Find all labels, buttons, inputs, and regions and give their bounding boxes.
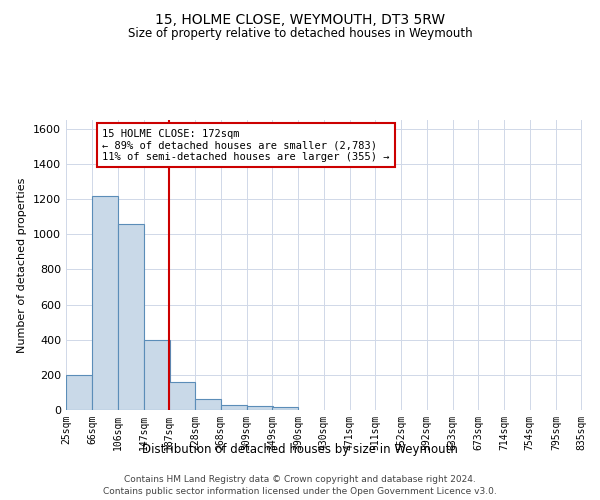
- Bar: [143, 340, 170, 410]
- Text: Contains HM Land Registry data © Crown copyright and database right 2024.: Contains HM Land Registry data © Crown c…: [124, 475, 476, 484]
- Y-axis label: Number of detached properties: Number of detached properties: [17, 178, 28, 352]
- Text: Size of property relative to detached houses in Weymouth: Size of property relative to detached ho…: [128, 28, 472, 40]
- Bar: [221, 404, 247, 410]
- Text: Contains public sector information licensed under the Open Government Licence v3: Contains public sector information licen…: [103, 488, 497, 496]
- Bar: [195, 400, 221, 410]
- Bar: [66, 375, 92, 410]
- Text: 15 HOLME CLOSE: 172sqm
← 89% of detached houses are smaller (2,783)
11% of semi-: 15 HOLME CLOSE: 172sqm ← 89% of detached…: [102, 128, 389, 162]
- Bar: [118, 224, 143, 410]
- Bar: [92, 196, 118, 410]
- Bar: [272, 408, 298, 410]
- Bar: [247, 406, 273, 410]
- Bar: [169, 382, 195, 410]
- Text: Distribution of detached houses by size in Weymouth: Distribution of detached houses by size …: [142, 442, 458, 456]
- Text: 15, HOLME CLOSE, WEYMOUTH, DT3 5RW: 15, HOLME CLOSE, WEYMOUTH, DT3 5RW: [155, 12, 445, 26]
